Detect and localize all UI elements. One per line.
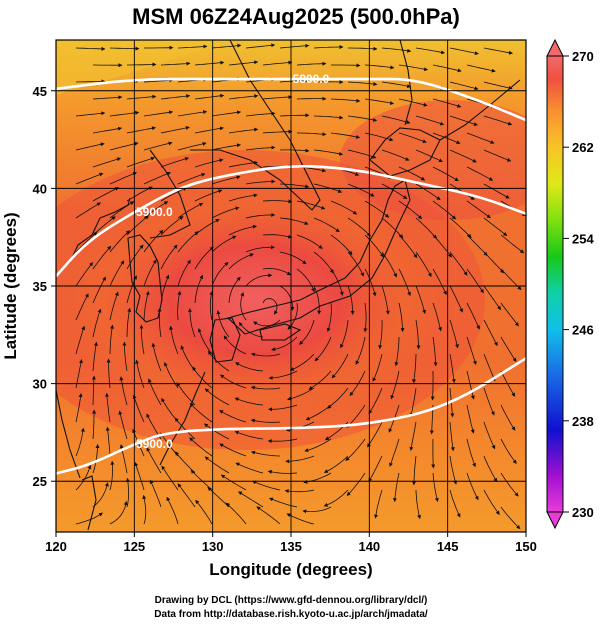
- colorbar-bottom-arrow: [547, 512, 563, 528]
- colorbar-gradient: [547, 56, 563, 512]
- contour-label: 5900.0: [136, 205, 173, 219]
- colorbar-ticks: 270 262 254 246 238 230: [563, 49, 594, 520]
- y-tick-label: 45: [33, 84, 47, 99]
- y-tick-label: 25: [33, 474, 47, 489]
- credit-drawing: Drawing by DCL (https://www.gfd-dennou.o…: [155, 595, 428, 606]
- colorbar-tick-label: 246: [572, 323, 594, 338]
- y-axis-title: Latitude (degrees): [1, 212, 20, 359]
- x-tick-label: 120: [45, 539, 67, 554]
- colorbar-tick-label: 254: [572, 231, 594, 246]
- map-title: MSM 06Z24Aug2025 (500.0hPa): [132, 4, 460, 29]
- x-tick-label: 130: [202, 539, 224, 554]
- y-tick-label: 30: [33, 377, 47, 392]
- x-tick-label: 125: [123, 539, 145, 554]
- credit-data: Data from http://database.rish.kyoto-u.a…: [154, 609, 428, 620]
- colorbar-top-arrow: [547, 40, 563, 56]
- northeast-warm-patch: [340, 100, 560, 220]
- y-axis: 45 40 35 30 25: [33, 84, 56, 489]
- x-tick-label: 135: [280, 539, 302, 554]
- contour-label: 5800.0: [293, 72, 330, 86]
- x-axis: 120 125 130 135 140 145 150: [45, 532, 537, 554]
- x-axis-title: Longitude (degrees): [209, 560, 372, 579]
- colorbar-tick-label: 270: [572, 49, 594, 64]
- contour-label: 5900.0: [136, 437, 173, 451]
- x-tick-label: 140: [358, 539, 380, 554]
- plot-area: 5800.0 5900.0 5900.0: [5, 40, 560, 532]
- colorbar-tick-label: 262: [572, 140, 594, 155]
- x-tick-label: 150: [515, 539, 537, 554]
- colorbar-tick-label: 230: [572, 505, 594, 520]
- y-tick-label: 40: [33, 181, 47, 196]
- colorbar: 270 262 254 246 238 230: [547, 40, 594, 528]
- colorbar-tick-label: 238: [572, 414, 594, 429]
- x-tick-label: 145: [437, 539, 459, 554]
- y-tick-label: 35: [33, 279, 47, 294]
